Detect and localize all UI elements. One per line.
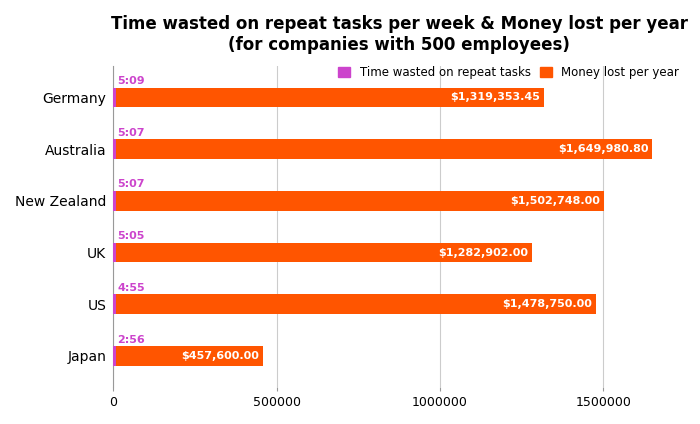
Bar: [113, 243, 116, 262]
Text: $1,502,748.00: $1,502,748.00: [510, 196, 601, 206]
Text: $1,319,353.45: $1,319,353.45: [451, 92, 540, 103]
Title: Time wasted on repeat tasks per week & Money lost per year
(for companies with 5: Time wasted on repeat tasks per week & M…: [111, 15, 687, 54]
Text: $1,649,980.80: $1,649,980.80: [558, 144, 648, 154]
Text: 5:07: 5:07: [117, 179, 145, 190]
Bar: [113, 346, 262, 366]
Bar: [113, 346, 116, 366]
Text: 5:09: 5:09: [117, 76, 145, 86]
Text: 4:55: 4:55: [117, 283, 145, 293]
Bar: [113, 139, 652, 159]
Bar: [113, 294, 116, 314]
Bar: [113, 191, 604, 211]
Bar: [113, 294, 596, 314]
Text: 5:05: 5:05: [117, 231, 145, 241]
Text: $1,282,902.00: $1,282,902.00: [438, 248, 528, 257]
Text: $1,478,750.00: $1,478,750.00: [503, 299, 592, 309]
Bar: [113, 88, 545, 107]
Text: 5:07: 5:07: [117, 128, 145, 138]
Text: 2:56: 2:56: [117, 335, 145, 345]
Bar: [113, 191, 116, 211]
Text: $457,600.00: $457,600.00: [181, 351, 259, 361]
Bar: [113, 243, 533, 262]
Legend: Time wasted on repeat tasks, Money lost per year: Time wasted on repeat tasks, Money lost …: [338, 66, 679, 79]
Bar: [113, 88, 116, 107]
Bar: [113, 139, 116, 159]
